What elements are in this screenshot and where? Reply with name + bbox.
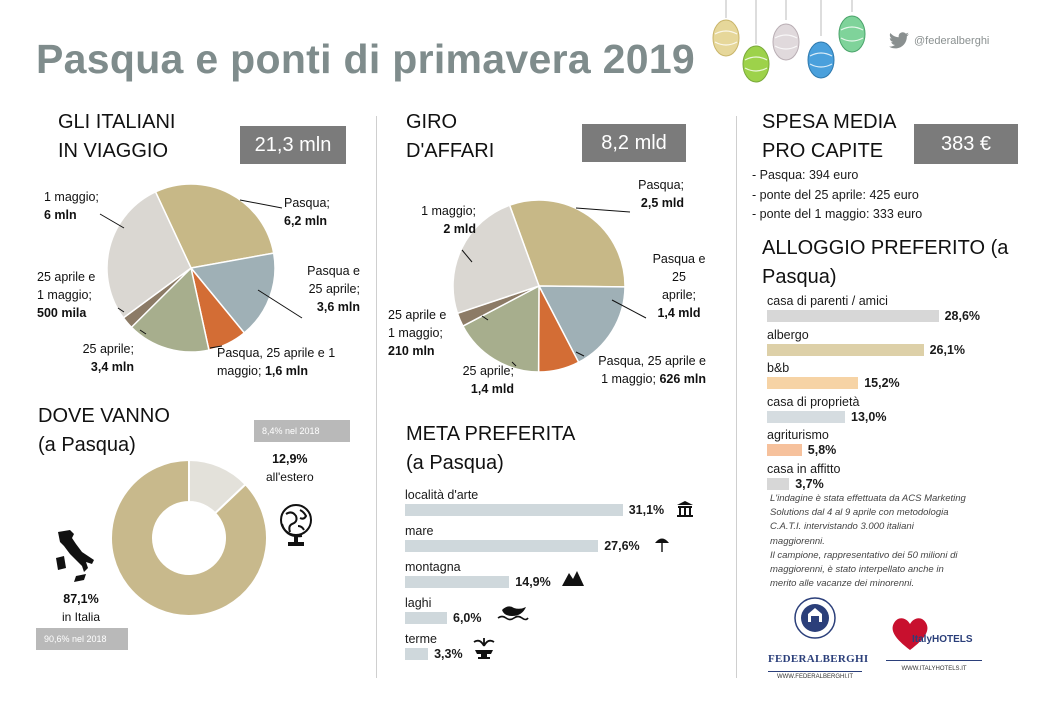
spending-breakdown-list: - Pasqua: 394 euro - ponte del 25 aprile…	[752, 166, 922, 225]
lodging-bar	[767, 410, 845, 423]
lodging-value: 28,6%	[944, 309, 981, 323]
travel-pie-chart	[99, 183, 303, 353]
lodging-label: albergo	[767, 327, 809, 342]
lodging-label: casa in affitto	[767, 461, 841, 476]
travel-heading: GLI ITALIANI IN VIAGGIO	[58, 111, 176, 162]
pie2-slice-pasqua-25aprile	[537, 285, 626, 364]
easter-eggs-decoration	[712, 0, 866, 83]
business-pie-chart	[452, 199, 647, 373]
donut-slice-abroad	[188, 458, 247, 515]
destination-label: laghi	[405, 596, 432, 610]
pie1-label-1maggio: 1 maggio; 6 mln	[44, 190, 99, 222]
pie1-slice-25aprile	[130, 266, 210, 353]
twitter-handle: @federalberghi	[914, 35, 990, 47]
globe-icon	[280, 504, 312, 546]
federalberghi-logo: FEDERALBERGHI WWW.FEDERALBERGHI.IT	[768, 596, 868, 680]
destination-value: 27,6%	[604, 539, 640, 553]
column-divider-left	[376, 116, 377, 678]
destination-label: località d'arte	[405, 488, 479, 502]
destination-value: 6,0%	[453, 611, 482, 625]
pie2-slice-25aprile	[461, 284, 540, 373]
pie1-label-pasqua-25aprile-1maggio: Pasqua, 25 aprile e 1 maggio; 1,6 mln	[217, 346, 336, 378]
destination-bar	[405, 576, 510, 588]
pie1-slice-1maggio	[106, 190, 192, 319]
lodging-value: 13,0%	[851, 409, 887, 424]
beach-umbrella-icon	[655, 538, 669, 552]
lodging-value: 3,7%	[795, 476, 824, 491]
lodging-bar	[767, 477, 790, 490]
business-total-badge: 8,2 mld	[582, 124, 686, 162]
destination-label: mare	[405, 524, 434, 538]
mountain-icon	[562, 571, 584, 586]
destination-bar	[405, 612, 447, 624]
lodging-bar	[767, 310, 939, 322]
italy-2018-note: 90,6% nel 2018	[36, 628, 128, 650]
lodging-heading: ALLOGGIO PREFERITO (a Pasqua)	[762, 237, 1009, 288]
list-item: - Pasqua: 394 euro	[752, 168, 859, 182]
temple-icon	[677, 501, 693, 517]
lodging-bar	[767, 444, 802, 456]
italy-share: 87,1% in Italia	[62, 592, 101, 624]
pie2-label-1maggio: 1 maggio; 2 mld	[421, 204, 476, 236]
abroad-2018-note: 8,4% nel 2018	[254, 420, 350, 442]
spending-total-badge: 383 €	[914, 124, 1018, 164]
where-donut-chart	[110, 458, 268, 617]
pie2-slice-1maggio	[452, 204, 540, 315]
lodging-value: 15,2%	[864, 376, 900, 390]
pie1-label-25aprile: 25 aprile; 3,4 mln	[82, 342, 134, 374]
lodging-label: agriturismo	[767, 428, 829, 442]
travel-total-badge: 21,3 mln	[240, 126, 346, 164]
abroad-share: 12,9% all'estero	[266, 452, 314, 484]
destination-heading: META PREFERITA (a Pasqua)	[406, 423, 576, 474]
lodging-value: 26,1%	[929, 342, 966, 357]
destination-label: montagna	[405, 560, 461, 574]
destination-value: 14,9%	[515, 575, 551, 589]
lake-icon	[497, 606, 529, 621]
pie2-label-pasqua-25aprile: Pasqua e 25 aprile; 1,4 mld	[652, 252, 706, 320]
destination-bar	[405, 504, 623, 516]
pie2-slice-pasqua	[508, 199, 626, 288]
fountain-icon	[473, 638, 495, 659]
lodging-label: b&b	[767, 361, 790, 375]
italy-map-icon	[56, 530, 94, 582]
pie1-label-pasqua-25aprile: Pasqua e 25 aprile; 3,6 mln	[307, 264, 360, 314]
italyhotels-logo: ItalyHOTELS WWW.ITALYHOTELS.IT	[886, 616, 982, 676]
lodging-bar	[767, 343, 924, 356]
pie1-slice-pasqua	[154, 183, 275, 269]
destination-bar	[405, 648, 429, 660]
donut-slice-italy	[110, 458, 268, 617]
spending-heading: SPESA MEDIA PRO CAPITE	[762, 111, 897, 162]
list-item: - ponte del 1 maggio: 333 euro	[752, 207, 923, 221]
destination-label: terme	[405, 632, 437, 646]
pie2-label-pasqua: Pasqua; 2,5 mld	[638, 178, 684, 210]
where-heading: DOVE VANNO (a Pasqua)	[38, 405, 170, 456]
pie2-label-25aprile: 25 aprile; 1,4 mld	[462, 364, 514, 396]
list-item: - ponte del 25 aprile: 425 euro	[752, 187, 919, 202]
lodging-label: casa di parenti / amici	[767, 294, 888, 308]
lodging-bar	[767, 377, 859, 389]
column-divider-right	[736, 116, 737, 678]
pie1-label-pasqua: Pasqua; 6,2 mln	[284, 196, 330, 228]
survey-disclaimer: L'indagine è stata effettuata da ACS Mar…	[770, 493, 966, 590]
destination-value: 31,1%	[628, 503, 665, 517]
heart-icon	[892, 618, 928, 650]
lodging-label: casa di proprietà	[767, 394, 860, 409]
business-heading: GIRO D'AFFARI	[406, 111, 495, 162]
destination-value: 3,3%	[434, 647, 463, 661]
destination-bar	[405, 540, 599, 552]
lodging-value: 5,8%	[807, 443, 837, 457]
twitter-icon	[889, 32, 909, 49]
page-title: Pasqua e ponti di primavera 2019	[36, 36, 696, 82]
federalberghi-emblem-icon	[794, 597, 836, 639]
